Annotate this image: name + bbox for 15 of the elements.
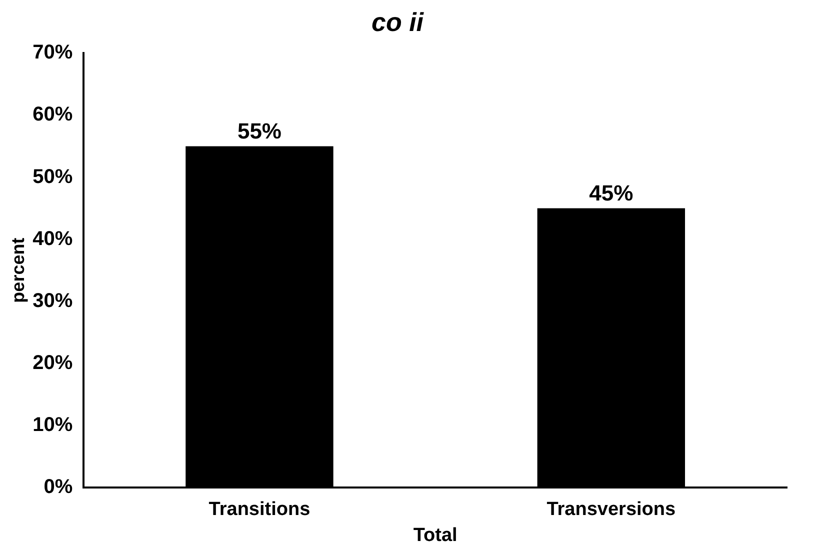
y-tick-label: 30%	[32, 290, 73, 312]
chart-title: co ii	[371, 6, 424, 37]
y-tick-label: 70%	[32, 42, 73, 64]
y-tick-label: 0%	[44, 476, 73, 498]
x-tick-label: Transversions	[546, 499, 676, 520]
y-tick-label: 10%	[32, 414, 73, 436]
y-tick-label: 40%	[32, 228, 73, 250]
y-axis-title: percent	[8, 238, 28, 303]
text: 45%	[589, 180, 634, 206]
y-tick-label: 20%	[32, 352, 73, 374]
y-tick-label: 60%	[32, 104, 73, 126]
x-tick-label: Transitions	[208, 499, 310, 520]
x-axis-title: Total	[413, 524, 458, 546]
text: 55%	[237, 118, 282, 144]
y-tick-label: 50%	[32, 166, 73, 188]
